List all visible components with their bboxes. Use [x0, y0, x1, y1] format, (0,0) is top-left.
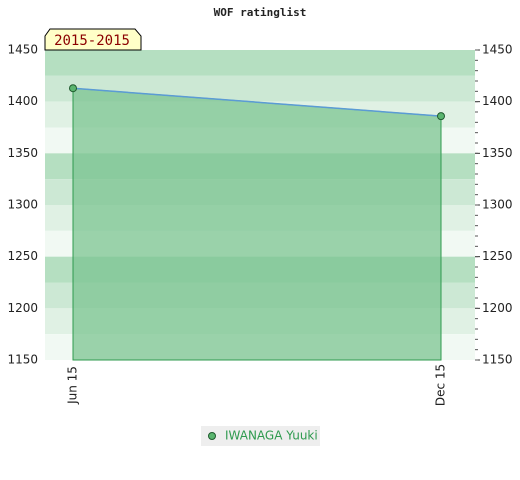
point: [437, 112, 445, 121]
y2-tick-label: 1250: [482, 249, 513, 263]
legend-box: [201, 426, 320, 446]
legend-marker: [208, 432, 216, 440]
y2-tick-label: 1150: [482, 353, 513, 367]
legend-label: IWANAGA Yuuki: [225, 429, 318, 443]
y-tick-label: 1250: [7, 249, 38, 263]
y2-tick-label: 1200: [482, 301, 513, 315]
y-tick-label: 1350: [7, 146, 38, 160]
y2-tick-label: 1300: [482, 198, 513, 212]
y-tick-label: 1150: [7, 353, 38, 367]
y-tick-label: 1400: [7, 94, 38, 108]
y-tick-label: 1300: [7, 198, 38, 212]
y2-tick-label: 1350: [482, 146, 513, 160]
band: [45, 50, 475, 76]
x-tick-label: Jun 15: [66, 366, 80, 405]
y2-tick-label: 1400: [482, 94, 513, 108]
y-tick-label: 1200: [7, 301, 38, 315]
y-tick-label: 1450: [7, 43, 38, 57]
area: [72, 87, 442, 361]
annotation: 2015-2015: [54, 33, 130, 49]
x-tick-label: Dec 15: [434, 364, 448, 406]
line: [72, 87, 442, 117]
point: [69, 84, 77, 93]
chart-title: WOF ratinglist: [214, 6, 307, 19]
annotation-box: [44, 28, 142, 51]
y2-tick-label: 1450: [482, 43, 513, 57]
